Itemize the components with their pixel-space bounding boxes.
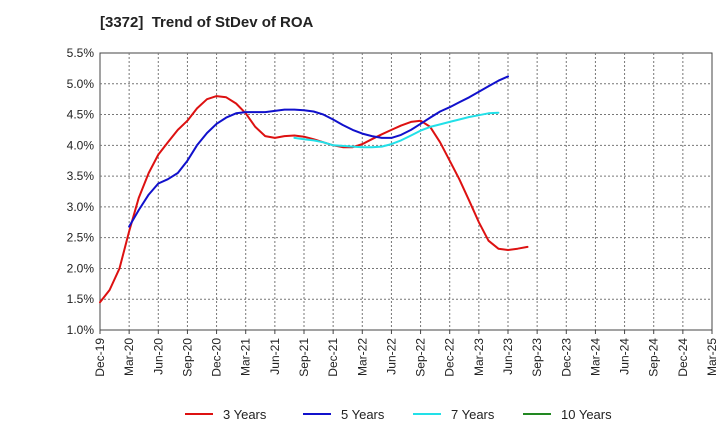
x-tick-label: Mar-21 <box>239 338 253 376</box>
x-tick-label: Sep-23 <box>530 338 544 377</box>
series-line-3-years <box>99 95 529 304</box>
x-tick-label: Dec-21 <box>326 338 340 377</box>
x-tick-label: Mar-25 <box>705 338 719 376</box>
y-tick-label: 2.5% <box>67 231 95 245</box>
x-tick-label: Jun-24 <box>618 338 632 375</box>
y-tick-label: 3.0% <box>67 200 95 214</box>
y-tick-label: 1.5% <box>67 292 95 306</box>
x-tick-label: Sep-22 <box>414 338 428 377</box>
chart-title: [3372] Trend of StDev of ROA <box>100 14 314 31</box>
legend-label: 7 Years <box>451 407 495 422</box>
y-tick-label: 1.0% <box>67 323 95 337</box>
series-line-7-years <box>293 111 500 149</box>
x-tick-label: Jun-20 <box>151 338 165 375</box>
x-tick-label: Jun-21 <box>268 338 282 375</box>
x-tick-label: Dec-19 <box>93 338 107 377</box>
y-tick-label: 3.5% <box>67 169 95 183</box>
legend-label: 10 Years <box>561 407 612 422</box>
x-tick-label: Dec-22 <box>443 338 457 377</box>
y-tick-label: 5.5% <box>67 46 95 60</box>
series-line-5-years <box>128 75 509 228</box>
x-tick-label: Dec-24 <box>676 338 690 377</box>
x-tick-label: Jun-23 <box>501 338 515 375</box>
plot-area <box>99 52 713 331</box>
x-tick-label: Mar-23 <box>472 338 486 376</box>
x-tick-label: Mar-24 <box>588 338 602 376</box>
x-tick-label: Jun-22 <box>384 338 398 375</box>
x-tick-label: Mar-22 <box>355 338 369 376</box>
y-tick-label: 4.0% <box>67 138 95 152</box>
x-tick-label: Sep-24 <box>647 338 661 377</box>
x-tick-label: Mar-20 <box>122 338 136 376</box>
x-tick-label: Sep-21 <box>297 338 311 377</box>
legend-label: 5 Years <box>341 407 385 422</box>
legend-label: 3 Years <box>223 407 267 422</box>
y-tick-label: 4.5% <box>67 108 95 122</box>
y-tick-label: 5.0% <box>67 77 95 91</box>
x-tick-label: Dec-20 <box>210 338 224 377</box>
y-tick-label: 2.0% <box>67 261 95 275</box>
x-tick-label: Dec-23 <box>559 338 573 377</box>
x-tick-label: Sep-20 <box>180 338 194 377</box>
